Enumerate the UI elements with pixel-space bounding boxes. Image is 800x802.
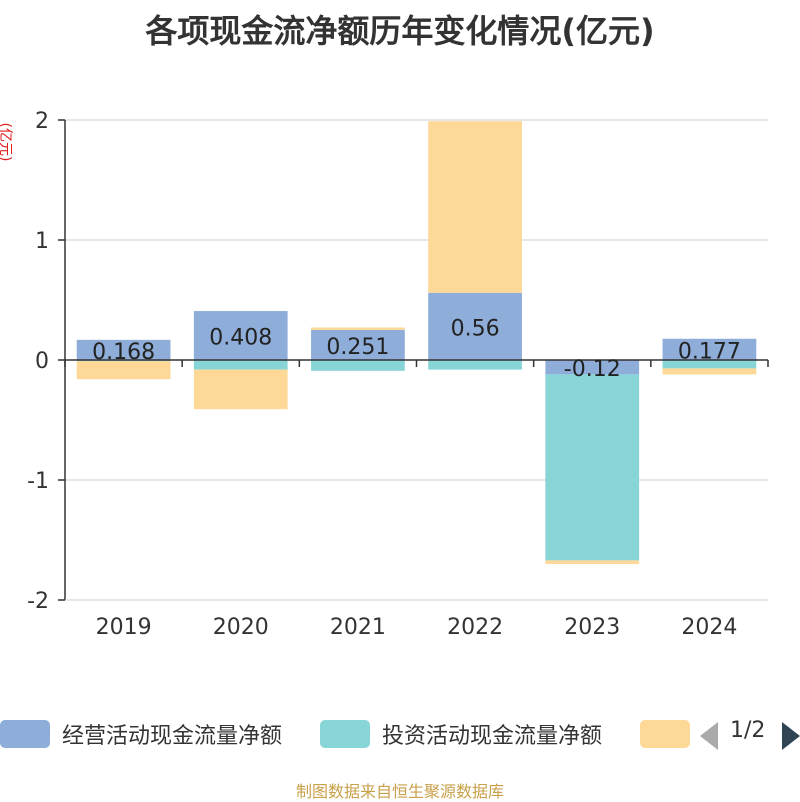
x-tick-label: 2021 [330, 615, 386, 640]
bar-series-2-2020 [193, 369, 288, 410]
source-note: 制图数据来自恒生聚源数据库 [295, 782, 504, 801]
bar-series-1-2022 [428, 360, 522, 370]
bar-series-1-2021 [311, 360, 405, 371]
bar-series-0-2020 [193, 311, 288, 360]
x-tick-label: 2024 [681, 615, 737, 640]
x-tick-label: 2020 [213, 615, 269, 640]
legend-label-investing: 投资活动现金流量净额 [382, 724, 603, 749]
y-tick-label: 1 [35, 229, 49, 254]
bars [76, 121, 757, 564]
y-tick-label: 2 [35, 109, 49, 134]
data-label: 0.251 [326, 335, 389, 360]
y-tick-label: -2 [27, 589, 49, 614]
bar-series-0-2023 [545, 360, 640, 375]
data-label: 0.168 [92, 340, 155, 365]
bar-series-2-2019 [76, 361, 171, 380]
bar-series-0-2024 [662, 338, 757, 360]
data-label: 0.56 [451, 316, 500, 341]
legend-next-page-icon[interactable] [782, 722, 800, 750]
bar-series-0-2021 [311, 329, 405, 360]
legend-swatch-financing [640, 720, 690, 748]
axes: -2 -1 0 1 2 [27, 109, 769, 614]
bar-series-1-2024 [662, 360, 757, 369]
legend-item-operating[interactable]: 经营活动现金流量净额 [0, 716, 282, 752]
legend: 经营活动现金流量净额 投资活动现金流量净额 1/2 [0, 716, 800, 752]
x-tick-label: 2022 [447, 615, 503, 640]
bar-series-2-2021 [311, 327, 405, 330]
legend-swatch-operating [0, 720, 50, 748]
bar-series-2-2022 [428, 121, 522, 293]
y-tick-label: -1 [27, 469, 49, 494]
legend-label-operating: 经营活动现金流量净额 [62, 724, 283, 749]
bar-series-0-2022 [428, 292, 522, 360]
bar-series-2-2024 [662, 368, 757, 375]
y-tick-label: 0 [35, 349, 49, 374]
data-label: -0.12 [564, 357, 621, 382]
bar-series-0-2019 [76, 339, 171, 360]
bar-series-2-2023 [545, 560, 640, 564]
data-labels: 2019 2020 2021 2022 2023 2024 0.168 0.408 0.251 0… [92, 316, 741, 640]
chart-title: 各项现金流净额历年变化情况(亿元) [145, 12, 655, 50]
legend-item-investing[interactable]: 投资活动现金流量净额 [320, 716, 602, 752]
legend-item-financing[interactable] [640, 716, 690, 752]
bar-series-1-2023 [545, 374, 640, 561]
legend-swatch-investing [320, 720, 370, 748]
x-tick-label: 2019 [96, 615, 152, 640]
cash-flow-chart: -2 -1 0 1 2 2019 2020 2021 2022 2023 2024 0.168 0.4… [27, 109, 769, 640]
data-label: 0.177 [678, 339, 741, 364]
legend-prev-page-icon[interactable] [700, 722, 718, 750]
bar-series-1-2020 [193, 360, 288, 370]
legend-page-indicator: 1/2 [730, 718, 766, 743]
x-tick-label: 2023 [564, 615, 620, 640]
data-label: 0.408 [209, 326, 272, 351]
